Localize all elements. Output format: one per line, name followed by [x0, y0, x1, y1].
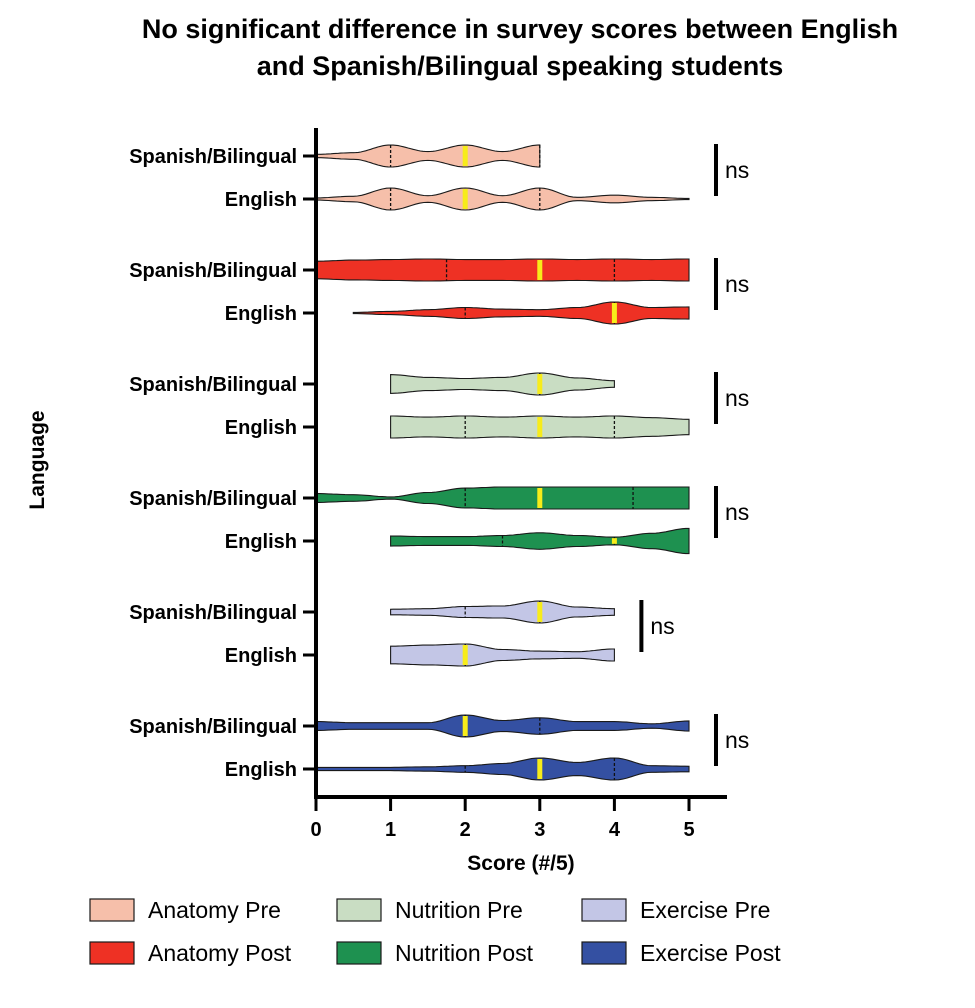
legend-swatch-5	[581, 941, 627, 965]
violin-5-1	[315, 757, 690, 781]
legend-label-0: Anatomy Pre	[148, 897, 281, 923]
median-line-3-1	[611, 538, 617, 544]
chart-title-line-1: No significant difference in survey scor…	[142, 14, 898, 44]
y-tick-label-5-0: Spanish/Bilingual	[129, 716, 297, 738]
legend-label-4: Nutrition Post	[395, 940, 534, 966]
y-tick-label-3-0: Spanish/Bilingual	[129, 488, 297, 510]
plot-area: Spanish/Bilingual English Spanish/Bilingua…	[129, 144, 690, 781]
violin-4-0	[390, 600, 615, 624]
y-tick-label-5-1: English	[225, 759, 297, 781]
median-line-0-1	[462, 189, 468, 209]
violin-3-0	[315, 486, 690, 510]
significance-label-2: ns	[725, 385, 749, 411]
significance-label-5: ns	[725, 727, 749, 753]
chart-title-line-2: and Spanish/Bilingual speaking students	[257, 51, 784, 81]
x-tick-label-0: 0	[310, 819, 321, 841]
legend: Anatomy Pre Nutrition Pre Exercise Pre Anat…	[89, 897, 781, 966]
y-tick-label-0-0: Spanish/Bilingual	[129, 146, 297, 168]
violin-0-1	[315, 187, 690, 211]
legend-swatch-3	[89, 941, 135, 965]
median-line-4-0	[537, 602, 543, 622]
violin-0-0	[315, 144, 541, 168]
y-tick-label-3-1: English	[225, 531, 297, 553]
legend-swatch-4	[336, 941, 382, 965]
legend-label-3: Anatomy Post	[148, 940, 292, 966]
median-line-5-0	[462, 716, 468, 736]
median-line-2-0	[537, 374, 543, 394]
x-tick-label-2: 2	[460, 819, 471, 841]
violin-1-1	[352, 301, 690, 325]
y-tick-label-2-1: English	[225, 417, 297, 439]
legend-swatch-0	[89, 898, 135, 922]
legend-swatch-1	[336, 898, 382, 922]
median-line-3-0	[537, 488, 543, 508]
significance-label-3: ns	[725, 499, 749, 525]
x-tick-label-1: 1	[385, 819, 396, 841]
median-line-4-1	[462, 645, 468, 665]
x-tick-label-4: 4	[609, 819, 621, 841]
median-line-5-1	[537, 759, 543, 779]
median-line-1-0	[537, 260, 543, 280]
y-tick-label-4-0: Spanish/Bilingual	[129, 602, 297, 624]
significance-label-0: ns	[725, 157, 749, 183]
x-tick-label-5: 5	[683, 819, 694, 841]
legend-swatch-2	[581, 898, 627, 922]
violin-3-1	[390, 527, 690, 555]
y-tick-label-1-0: Spanish/Bilingual	[129, 260, 297, 282]
legend-label-1: Nutrition Pre	[395, 897, 523, 923]
median-line-1-1	[611, 303, 617, 323]
violin-1-0	[315, 258, 690, 282]
significance-label-1: ns	[725, 271, 749, 297]
median-line-0-0	[462, 146, 468, 166]
violin-4-1	[390, 643, 615, 667]
legend-label-5: Exercise Post	[640, 940, 781, 966]
y-axis-title: Language	[26, 410, 49, 509]
violin-5-0	[315, 714, 690, 738]
x-tick-label-3: 3	[534, 819, 545, 841]
legend-label-2: Exercise Pre	[640, 897, 770, 923]
y-tick-label-0-1: English	[225, 189, 297, 211]
y-tick-label-2-0: Spanish/Bilingual	[129, 374, 297, 396]
significance-markers: ns ns ns ns ns ns	[639, 144, 749, 766]
violin-2-0	[390, 372, 615, 396]
y-tick-label-4-1: English	[225, 645, 297, 667]
x-axis-title: Score (#/5)	[467, 852, 574, 875]
median-line-2-1	[537, 417, 543, 437]
y-tick-label-1-1: English	[225, 303, 297, 325]
significance-label-4: ns	[650, 613, 674, 639]
x-axis-ticks: 0 1 2 3 4 5	[310, 797, 695, 841]
